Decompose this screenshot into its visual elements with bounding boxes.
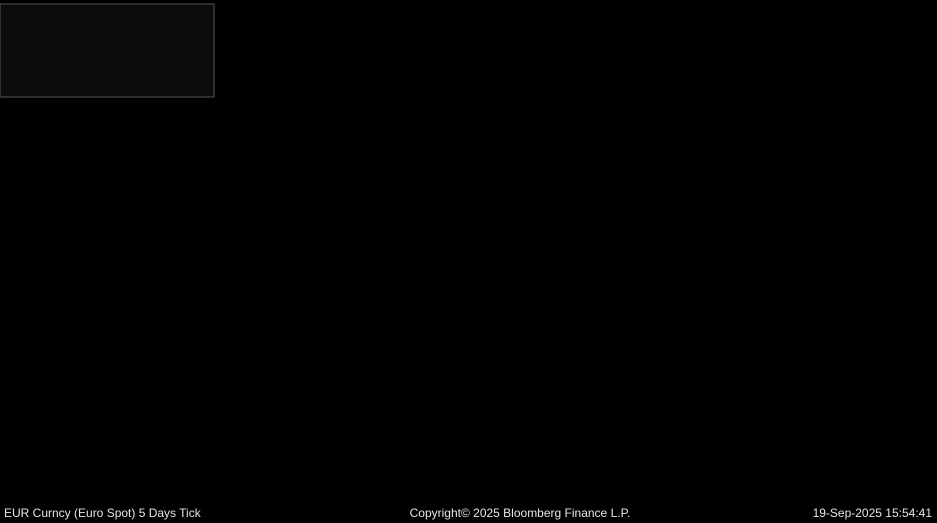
footer-right: 19-Sep-2025 15:54:41 (813, 506, 933, 520)
legend-box (0, 3, 215, 98)
footer-center: Copyright© 2025 Bloomberg Finance L.P. (410, 506, 631, 520)
footer-left: EUR Curncy (Euro Spot) 5 Days Tick (4, 506, 202, 520)
